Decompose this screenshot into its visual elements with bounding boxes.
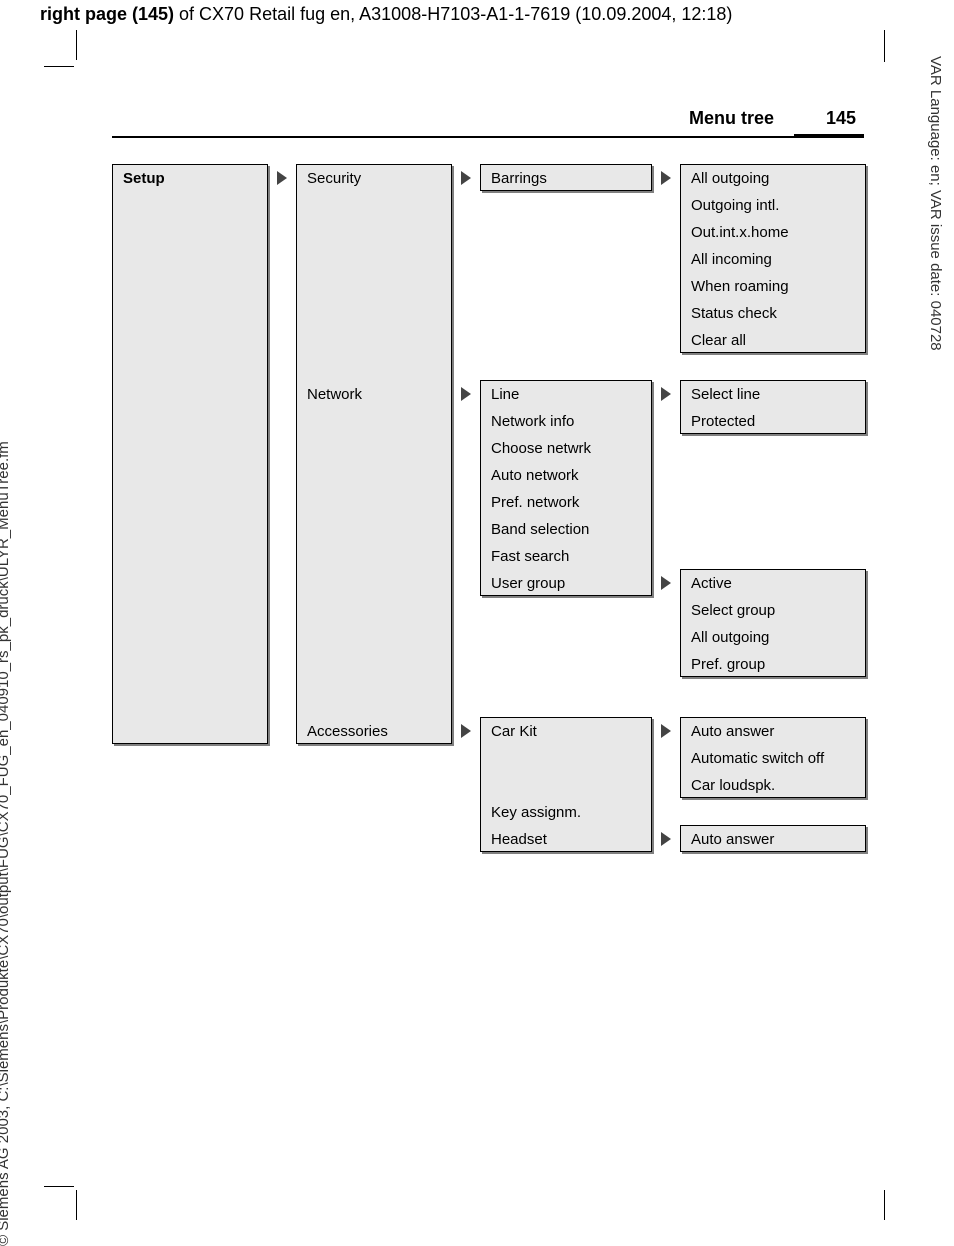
menu-item-accessories: Accessories [297, 718, 451, 745]
menu-item: Select line [681, 381, 865, 408]
menu-item-security: Security [297, 165, 451, 192]
side-note-left: © Siemens AG 2003, C:\Siemens\Produkte\C… [0, 441, 12, 1246]
menu-item-network: Network [297, 381, 451, 408]
chevron-right-icon [658, 569, 674, 596]
menu-item: Car loudspk. [681, 772, 865, 799]
menu-item: Active [681, 570, 865, 597]
menu-item: Pref. group [681, 651, 865, 678]
crop-mark [76, 1190, 77, 1220]
menu-item-line: Line [481, 381, 651, 408]
chevron-right-icon [274, 164, 290, 191]
menu-item: Outgoing intl. [681, 192, 865, 219]
menu-item: Auto answer [681, 826, 865, 853]
menu-item-setup: Setup [113, 165, 267, 192]
menu-item-pref-network: Pref. network [481, 489, 651, 516]
rule-thick [794, 134, 864, 138]
menu-item-fast-search: Fast search [481, 543, 651, 570]
chevron-right-icon [458, 717, 474, 744]
crop-mark [884, 30, 885, 62]
chevron-right-icon [458, 380, 474, 407]
crop-mark [44, 1186, 74, 1187]
section-title: Menu tree [689, 108, 774, 129]
menu-item-choose-netwrk: Choose netwrk [481, 435, 651, 462]
page: right page (145) of CX70 Retail fug en, … [0, 0, 954, 1246]
menu-item-auto-network: Auto network [481, 462, 651, 489]
col3-box-accessories: Car Kit Key assignm. Headset [480, 717, 652, 852]
menu-item: Out.int.x.home [681, 219, 865, 246]
page-runner: Menu tree 145 [112, 106, 864, 138]
col4-box-headset: Auto answer [680, 825, 866, 852]
crop-mark [44, 66, 74, 67]
chevron-right-icon [658, 825, 674, 852]
menu-item: Auto answer [681, 718, 865, 745]
col4-box-usergroup: Active Select group All outgoing Pref. g… [680, 569, 866, 677]
rule [112, 136, 864, 138]
doc-header: right page (145) of CX70 Retail fug en, … [40, 4, 732, 25]
menu-item: Protected [681, 408, 865, 435]
col3-box-network: Line Network info Choose netwrk Auto net… [480, 380, 652, 596]
menu-item-network-info: Network info [481, 408, 651, 435]
col4-box-carkit: Auto answer Automatic switch off Car lou… [680, 717, 866, 798]
col4-box-line: Select line Protected [680, 380, 866, 434]
menu-item-band-selection: Band selection [481, 516, 651, 543]
menu-item: Automatic switch off [681, 745, 865, 772]
chevron-right-icon [658, 717, 674, 744]
menu-item: All incoming [681, 246, 865, 273]
col1-box-setup: Setup [112, 164, 268, 744]
menu-item-headset: Headset [481, 826, 651, 853]
doc-header-rest: of CX70 Retail fug en, A31008-H7103-A1-1… [174, 4, 732, 24]
crop-mark [884, 1190, 885, 1220]
menu-item-barrings: Barrings [481, 165, 651, 192]
side-note-right: VAR Language: en; VAR issue date: 040728 [927, 56, 944, 351]
page-number: 145 [826, 108, 856, 129]
menu-item-user-group: User group [481, 570, 651, 597]
menu-item: When roaming [681, 273, 865, 300]
menu-item: All outgoing [681, 165, 865, 192]
menu-item: Select group [681, 597, 865, 624]
menu-item: All outgoing [681, 624, 865, 651]
chevron-right-icon [658, 164, 674, 191]
chevron-right-icon [458, 164, 474, 191]
menu-item-key-assignm: Key assignm. [481, 799, 651, 826]
menu-item: Clear all [681, 327, 865, 354]
col2-box: Security Network Accessories [296, 164, 452, 744]
chevron-right-icon [658, 380, 674, 407]
menu-item-car-kit: Car Kit [481, 718, 651, 745]
crop-mark [76, 30, 77, 60]
col3-box-barrings: Barrings [480, 164, 652, 191]
doc-header-bold: right page (145) [40, 4, 174, 24]
col4-box-barrings: All outgoing Outgoing intl. Out.int.x.ho… [680, 164, 866, 353]
menu-item: Status check [681, 300, 865, 327]
